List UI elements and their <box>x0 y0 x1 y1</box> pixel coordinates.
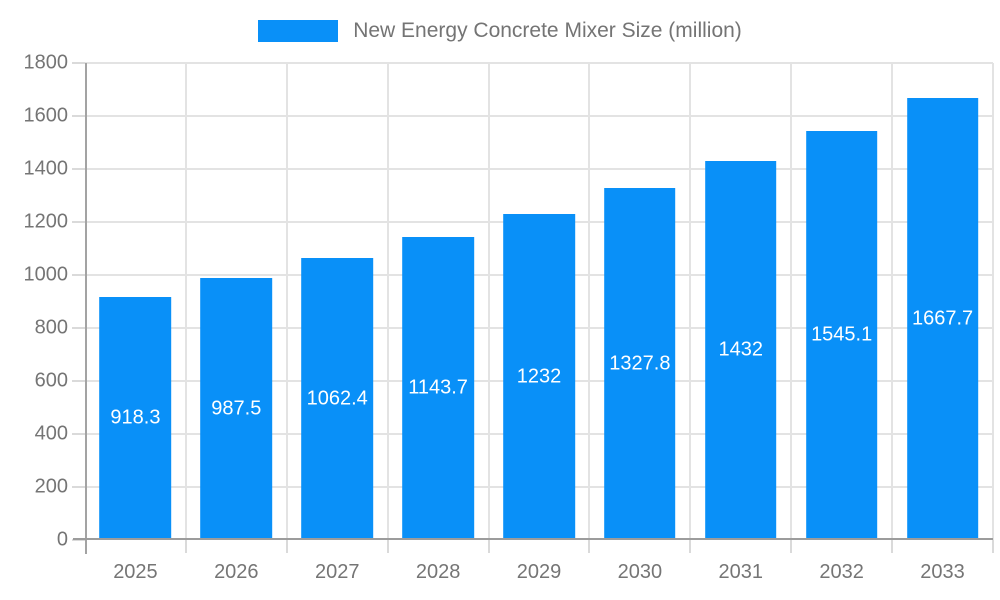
legend-label: New Energy Concrete Mixer Size (million) <box>353 19 742 42</box>
y-axis-tick <box>72 539 85 541</box>
x-axis-tick <box>790 540 793 553</box>
y-axis-tick <box>72 168 85 170</box>
x-axis-tick <box>487 540 490 553</box>
y-axis-tick-label: 400 <box>34 422 68 445</box>
gridline-horizontal <box>85 115 993 117</box>
x-axis-category-label: 2031 <box>718 561 764 583</box>
x-axis-tick <box>689 540 692 553</box>
y-axis-tick-label: 0 <box>56 528 68 551</box>
bar[interactable]: 1667.7 <box>906 98 979 540</box>
category-band: 1143.7 2028 <box>388 63 489 583</box>
plot-area: 0 200 400 600 800 1000 1200 1400 1600 1800 918.3 20… <box>24 52 994 583</box>
category-band: 918.3 2025 <box>85 63 186 583</box>
y-axis-tick-label: 1800 <box>23 51 69 74</box>
x-axis-category-label: 2026 <box>214 561 259 583</box>
bar-value-label: 1143.7 <box>408 376 468 399</box>
x-axis-category-label: 2028 <box>415 561 461 583</box>
x-axis-tick <box>992 540 994 553</box>
y-axis-tick <box>72 221 85 223</box>
bar-value-label: 918.3 <box>110 406 161 429</box>
category-band: 1062.4 2027 <box>287 63 388 583</box>
x-axis-category-label: 2033 <box>920 561 965 583</box>
bar-value-label: 1232 <box>516 365 562 388</box>
gridline-vertical <box>790 63 793 540</box>
category-band: 1545.1 2032 <box>791 63 892 583</box>
y-axis-tick-label: 1400 <box>23 157 69 180</box>
y-axis-tick <box>72 274 85 276</box>
y-axis-line <box>85 63 87 554</box>
bar[interactable]: 1545.1 <box>805 130 878 540</box>
y-axis-tick-label: 1600 <box>23 104 69 127</box>
gridline-vertical <box>689 63 692 540</box>
x-axis-category-label: 2032 <box>819 561 864 583</box>
y-axis-tick-label: 600 <box>34 369 68 392</box>
category-band: 1327.8 2030 <box>589 63 690 583</box>
x-axis-category-label: 2029 <box>516 561 562 583</box>
bar[interactable]: 1432 <box>704 160 777 540</box>
y-axis-tick-label: 200 <box>34 475 68 498</box>
bar-value-label: 987.5 <box>211 397 262 420</box>
gridline-vertical <box>992 63 994 540</box>
bar[interactable]: 987.5 <box>200 278 273 540</box>
category-band: 987.5 2026 <box>186 63 287 583</box>
bar-value-label: 1327.8 <box>609 352 671 375</box>
y-axis-tick <box>72 433 85 435</box>
x-axis-tick <box>184 540 187 553</box>
bar[interactable]: 1062.4 <box>301 258 374 540</box>
x-axis-tick <box>386 540 389 553</box>
gridline-vertical <box>588 63 591 540</box>
y-axis-tick-label: 800 <box>34 316 68 339</box>
category-band: 1432 2031 <box>690 63 791 583</box>
category-band: 1667.7 2033 <box>892 63 993 583</box>
bar[interactable]: 918.3 <box>99 296 172 540</box>
gridline-vertical <box>184 63 187 540</box>
gridline-vertical <box>487 63 490 540</box>
x-axis-tick <box>285 540 288 553</box>
bar[interactable]: 1232 <box>503 213 575 540</box>
x-axis-tick <box>588 540 591 553</box>
x-axis-category-label: 2025 <box>113 561 158 583</box>
legend-item[interactable]: New Energy Concrete Mixer Size (million) <box>0 20 1000 42</box>
legend-swatch-icon <box>258 20 339 42</box>
bar-value-label: 1667.7 <box>911 307 974 330</box>
y-axis-tick <box>72 115 85 117</box>
bar[interactable]: 1143.7 <box>402 236 474 540</box>
bar-value-label: 1545.1 <box>811 323 873 346</box>
y-axis-tick <box>72 327 85 329</box>
bar-value-label: 1062.4 <box>306 387 368 410</box>
bar[interactable]: 1327.8 <box>604 188 676 540</box>
gridline-vertical <box>386 63 389 540</box>
y-axis-tick <box>72 62 85 64</box>
gridline-horizontal <box>85 168 993 170</box>
x-axis-line <box>73 538 993 540</box>
x-axis-category-label: 2030 <box>617 561 663 583</box>
y-axis-tick <box>72 380 85 382</box>
x-axis-category-label: 2027 <box>314 561 360 583</box>
x-axis-tick <box>891 540 894 553</box>
category-band: 1232 2029 <box>489 63 590 583</box>
y-axis-tick-label: 1200 <box>23 210 69 233</box>
bar-value-label: 1432 <box>718 338 764 361</box>
y-axis-tick <box>72 486 85 488</box>
y-axis-tick-label: 1000 <box>23 263 69 286</box>
gridline-vertical <box>285 63 288 540</box>
gridline-horizontal <box>85 62 993 64</box>
gridline-vertical <box>891 63 894 540</box>
